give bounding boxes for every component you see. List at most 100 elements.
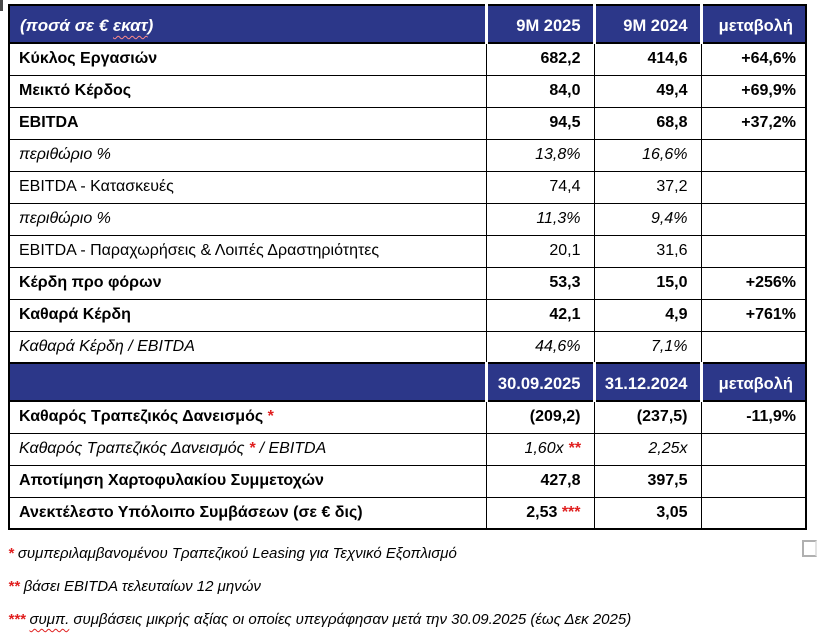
row-label: περιθώριο % — [19, 210, 111, 227]
value-current-cell: 427,8 — [485, 464, 595, 498]
value-current: 13,8% — [535, 146, 581, 163]
footnote-stars: *** — [8, 611, 26, 628]
value-current: 11,3% — [536, 210, 581, 227]
change-cell: +69,9% — [700, 74, 807, 108]
value-prior-cell: (237,5) — [593, 400, 702, 434]
value-prior-cell: 31,6 — [593, 234, 702, 268]
row-label: Αποτίμηση Χαρτοφυλακίου Συμμετοχών — [19, 472, 324, 489]
table-row: Κέρδη προ φόρων 53,3 15,0 +256% — [8, 266, 807, 300]
footnote-text: συμβάσεις μικρής αξίας οι οποίες υπεγράφ… — [69, 611, 632, 628]
table-row: Μεικτό Κέρδος 84,0 49,4 +69,9% — [8, 74, 807, 108]
footnote-2: ** βάσει EBITDA τελευταίων 12 μηνών — [8, 577, 798, 596]
change-cell: +256% — [700, 266, 807, 300]
row-label-cell: EBITDA — [8, 106, 487, 140]
table-row: EBITDA 94,5 68,8 +37,2% — [8, 106, 807, 140]
value-current-cell: 84,0 — [485, 74, 595, 108]
change-cell: +37,2% — [700, 106, 807, 140]
header-balance-date-col-2: 31.12.2024 — [592, 362, 701, 402]
footnote-misspelled-word: συμπ. — [29, 611, 70, 628]
value-prior-cell: 49,4 — [593, 74, 702, 108]
value-current: 42,1 — [549, 306, 581, 323]
value-current-cell: 74,4 — [485, 170, 595, 204]
value-prior-cell: 414,6 — [593, 42, 702, 76]
header-balance-date-col-1: 30.09.2025 — [484, 362, 594, 402]
change-cell — [700, 202, 807, 236]
row-label-cell: Κύκλος Εργασιών — [8, 42, 487, 76]
value-current-cell: (209,2) — [485, 400, 595, 434]
value-current: 44,6% — [535, 337, 581, 355]
value-current: (209,2) — [529, 408, 581, 426]
value-prior-cell: 68,8 — [593, 106, 702, 140]
row-label-cell: EBITDA - Παραχωρήσεις & Λοιπές Δραστηριό… — [8, 234, 487, 268]
footnotes: * συμπεριλαμβανομένου Τραπεζικού Leasing … — [8, 544, 798, 643]
value-prior-cell: 3,05 — [593, 496, 702, 530]
value-prior-cell: 4,9 — [593, 298, 702, 332]
row-label: Μεικτό Κέρδος — [19, 82, 132, 99]
header-period-col-3: μεταβολή — [699, 4, 806, 44]
table-row: περιθώριο % 11,3% 9,4% — [8, 202, 807, 236]
table-row: περιθώριο % 13,8% 16,6% — [8, 138, 807, 172]
change-cell — [700, 496, 807, 530]
table-row: Καθαρός Τραπεζικός Δανεισμός * / EBITDA 1… — [8, 432, 807, 466]
row-label: Καθαρός Τραπεζικός Δανεισμός — [19, 440, 245, 457]
value-prior-cell: 37,2 — [593, 170, 702, 204]
header-period-title-misspelled-word: εκατ — [113, 16, 148, 35]
change-cell: +64,6% — [700, 42, 807, 76]
header-period-col-1: 9M 2025 — [484, 4, 594, 44]
header-period: (ποσά σε € εκατ) 9M 2025 9M 2024 μεταβολή — [9, 4, 806, 44]
value-prior-cell: 397,5 — [593, 464, 702, 498]
table-row: Ανεκτέλεστο Υπόλοιπο Συμβάσεων (σε € δις… — [8, 496, 807, 530]
header-period-title-pre: (ποσά σε € — [20, 16, 114, 35]
value-prior-cell: 15,0 — [593, 266, 702, 300]
row-label: EBITDA - Παραχωρήσεις & Λοιπές Δραστηριό… — [19, 242, 380, 259]
row-label: Κύκλος Εργασιών — [19, 50, 158, 68]
table-body: (ποσά σε € εκατ) 9M 2025 9M 2024 μεταβολή Κύ… — [8, 4, 807, 530]
empty-checkbox-artifact — [802, 540, 817, 557]
change-cell: +761% — [700, 298, 807, 332]
change-cell — [700, 464, 807, 498]
table-row: Καθαρός Τραπεζικός Δανεισμός * (209,2) (23… — [8, 400, 807, 434]
value-prior-cell: 7,1% — [593, 330, 702, 364]
header-period-title-post: ) — [147, 16, 154, 35]
row-label-cell: EBITDA - Κατασκευές — [8, 170, 487, 204]
value-current-cell: 13,8% — [485, 138, 595, 172]
value-current: 2,53 — [526, 503, 558, 521]
value-current-cell: 11,3% — [485, 202, 595, 236]
footnote-1: * συμπεριλαμβανομένου Τραπεζικού Leasing … — [8, 544, 798, 563]
row-label: EBITDA — [19, 114, 79, 131]
table-row: Κύκλος Εργασιών 682,2 414,6 +64,6% — [8, 42, 807, 76]
row-label-cell: Καθαρός Τραπεζικός Δανεισμός * / EBITDA — [8, 432, 487, 466]
value-prior-cell: 9,4% — [593, 202, 702, 236]
table-row: Καθαρά Κέρδη / EBITDA 44,6% 7,1% — [8, 330, 807, 364]
value-current: 84,0 — [549, 82, 581, 99]
row-label-cell: περιθώριο % — [8, 202, 487, 236]
table-row: EBITDA - Παραχωρήσεις & Λοιπές Δραστηριό… — [8, 234, 807, 268]
value-current-cell: 42,1 — [485, 298, 595, 332]
value-current: 94,5 — [549, 114, 581, 131]
table-row: EBITDA - Κατασκευές 74,4 37,2 — [8, 170, 807, 204]
header-balance-date: 30.09.2025 31.12.2024 μεταβολή — [9, 362, 806, 402]
row-label: Ανεκτέλεστο Υπόλοιπο Συμβάσεων (σε € δις… — [19, 503, 363, 521]
row-label-cell: περιθώριο % — [8, 138, 487, 172]
change-cell — [700, 138, 807, 172]
row-label: Κέρδη προ φόρων — [19, 274, 162, 291]
financial-table: (ποσά σε € εκατ) 9M 2025 9M 2024 μεταβολή Κύ… — [8, 4, 807, 530]
value-current-cell: 1,60x ** — [485, 432, 595, 466]
table-row: Καθαρά Κέρδη 42,1 4,9 +761% — [8, 298, 807, 332]
header-balance-date-col-3: μεταβολή — [699, 362, 806, 402]
value-current-cell: 53,3 — [485, 266, 595, 300]
footnote-text: συμπεριλαμβανομένου Τραπεζικού Leasing γ… — [17, 545, 457, 562]
change-cell — [700, 170, 807, 204]
footnote-marker: ** — [568, 440, 581, 457]
row-label-cell: Καθαρά Κέρδη / EBITDA — [8, 330, 487, 364]
change-cell: -11,9% — [700, 400, 807, 434]
value-current: 20,1 — [549, 242, 581, 259]
footnote-marker: *** — [561, 503, 581, 521]
row-label: Καθαρός Τραπεζικός Δανεισμός — [19, 408, 264, 426]
value-current-cell: 20,1 — [485, 234, 595, 268]
table-row: Αποτίμηση Χαρτοφυλακίου Συμμετοχών 427,8 3… — [8, 464, 807, 498]
row-label: Καθαρά Κέρδη / EBITDA — [19, 337, 195, 355]
row-label: EBITDA - Κατασκευές — [19, 178, 174, 195]
footnote-marker: * — [267, 408, 274, 426]
